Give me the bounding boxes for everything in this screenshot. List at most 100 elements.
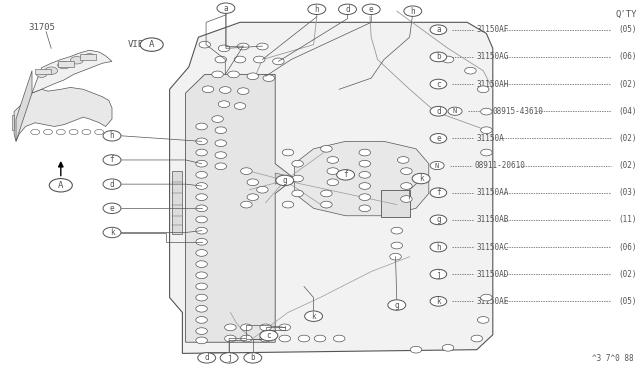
Text: 31150AB: 31150AB [476, 215, 509, 224]
Polygon shape [12, 115, 14, 130]
Circle shape [401, 183, 412, 189]
Text: Q'TY: Q'TY [615, 10, 637, 19]
Circle shape [215, 152, 227, 158]
Text: 08911-20610: 08911-20610 [474, 161, 525, 170]
Circle shape [70, 57, 83, 64]
Text: 31150AG: 31150AG [476, 52, 509, 61]
Circle shape [292, 190, 303, 197]
Text: (05): (05) [618, 297, 637, 306]
Circle shape [276, 175, 294, 186]
Polygon shape [14, 87, 112, 141]
Text: (06): (06) [618, 243, 637, 251]
Circle shape [401, 168, 412, 174]
Circle shape [196, 261, 207, 267]
Circle shape [359, 149, 371, 156]
Circle shape [196, 238, 207, 245]
Circle shape [196, 283, 207, 290]
Circle shape [196, 205, 207, 212]
Circle shape [196, 317, 207, 323]
Circle shape [45, 67, 58, 74]
Circle shape [234, 103, 246, 109]
Circle shape [430, 106, 447, 116]
Text: k: k [109, 228, 115, 237]
Circle shape [465, 67, 476, 74]
Text: h: h [314, 5, 319, 14]
Circle shape [339, 4, 356, 15]
Text: (03): (03) [618, 188, 637, 197]
Text: d: d [109, 180, 115, 189]
Circle shape [196, 250, 207, 256]
Text: g: g [436, 215, 441, 224]
Polygon shape [294, 141, 429, 216]
Text: (11): (11) [618, 215, 637, 224]
Circle shape [140, 38, 163, 51]
Circle shape [321, 190, 332, 197]
Circle shape [225, 335, 236, 342]
Text: (02): (02) [618, 161, 637, 170]
Circle shape [196, 305, 207, 312]
Circle shape [69, 129, 78, 135]
Circle shape [103, 179, 121, 189]
Text: a: a [436, 25, 441, 34]
Circle shape [103, 203, 121, 214]
Circle shape [477, 86, 489, 93]
Text: d: d [204, 353, 209, 362]
Circle shape [430, 134, 447, 143]
Circle shape [292, 160, 303, 167]
Circle shape [247, 179, 259, 186]
Circle shape [198, 353, 216, 363]
Circle shape [397, 157, 409, 163]
Circle shape [477, 317, 489, 323]
Circle shape [215, 140, 227, 147]
Circle shape [282, 149, 294, 156]
Text: k: k [436, 297, 441, 306]
Circle shape [196, 183, 207, 189]
Circle shape [321, 201, 332, 208]
Circle shape [404, 6, 422, 16]
Circle shape [333, 335, 345, 342]
Circle shape [388, 300, 406, 310]
Circle shape [228, 71, 239, 78]
Circle shape [362, 4, 380, 15]
Text: 31150AE: 31150AE [476, 297, 509, 306]
Circle shape [327, 179, 339, 186]
Circle shape [82, 129, 91, 135]
Text: f: f [109, 155, 115, 164]
Circle shape [481, 294, 492, 301]
Text: N: N [453, 108, 457, 114]
Text: h: h [410, 7, 415, 16]
Circle shape [220, 87, 231, 93]
Circle shape [241, 201, 252, 208]
Circle shape [481, 108, 492, 115]
Text: N: N [435, 163, 439, 169]
Text: 31150AH: 31150AH [476, 80, 509, 89]
Circle shape [430, 269, 447, 279]
Circle shape [247, 73, 259, 80]
Circle shape [196, 149, 207, 156]
Circle shape [237, 88, 249, 94]
Circle shape [225, 324, 236, 331]
Circle shape [58, 61, 70, 69]
Circle shape [196, 138, 207, 145]
Circle shape [196, 160, 207, 167]
Circle shape [257, 186, 268, 193]
Text: A: A [149, 40, 154, 49]
Text: g: g [282, 176, 287, 185]
Text: e: e [369, 5, 374, 14]
Circle shape [196, 194, 207, 201]
Circle shape [279, 335, 291, 342]
Text: d: d [436, 107, 441, 116]
Text: VIEW: VIEW [128, 40, 150, 49]
Circle shape [212, 71, 223, 78]
Circle shape [212, 116, 223, 122]
Circle shape [234, 56, 246, 63]
Circle shape [217, 3, 235, 13]
Circle shape [359, 171, 371, 178]
Circle shape [196, 227, 207, 234]
Polygon shape [16, 71, 32, 141]
Circle shape [273, 58, 284, 65]
Circle shape [103, 155, 121, 165]
Text: (02): (02) [618, 80, 637, 89]
Text: A: A [58, 181, 63, 190]
Text: 31150AD: 31150AD [476, 270, 509, 279]
